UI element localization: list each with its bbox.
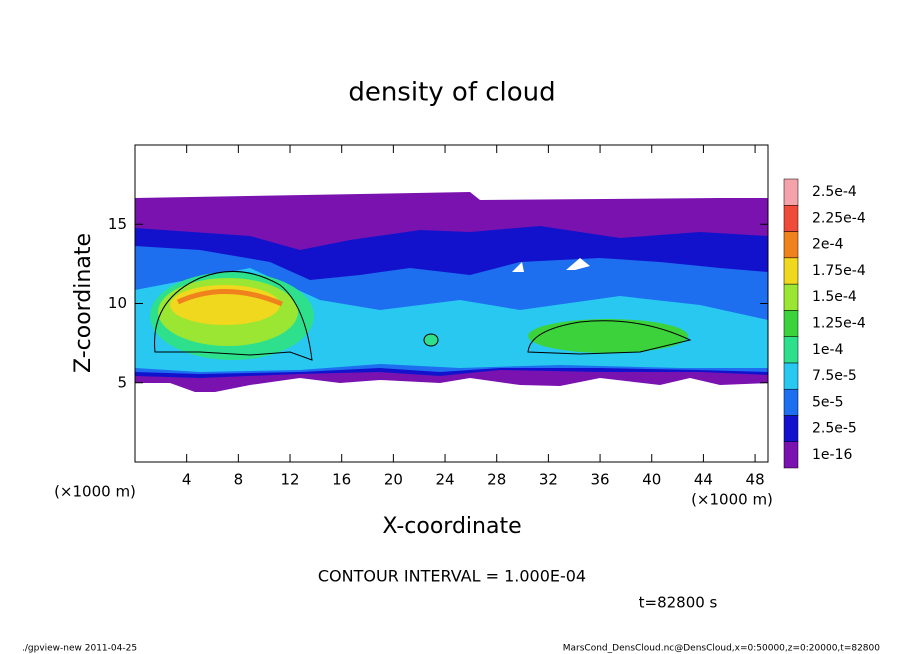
x-tick-label: 40 (642, 471, 661, 489)
x-tick-label: 12 (280, 471, 299, 489)
colorbar-swatch (783, 362, 799, 390)
y-tick-label: 15 (108, 215, 127, 233)
contour-right (527, 320, 692, 355)
colorbar-label: 1.5e-4 (812, 289, 857, 305)
colorbar-label: 2e-4 (812, 237, 844, 253)
colorbar-label: 2.5e-5 (812, 421, 857, 437)
colorbar-label: 1.75e-4 (812, 263, 866, 279)
x-unit-label: (×1000 m) (691, 491, 773, 509)
chart-title: density of cloud (348, 78, 555, 108)
colorbar-label: 7.5e-5 (812, 368, 857, 384)
x-tick-label: 36 (591, 471, 610, 489)
colorbar-swatch (783, 178, 799, 206)
colorbar-label: 5e-5 (812, 394, 843, 410)
colorbar-label: 1e-16 (812, 447, 852, 463)
x-tick-label: 32 (539, 471, 558, 489)
colorbar-swatch (783, 441, 799, 469)
x-tick-label: 16 (332, 471, 351, 489)
time-label: t=82800 s (639, 594, 718, 612)
x-tick-label: 8 (234, 471, 244, 489)
contour-interval: CONTOUR INTERVAL = 1.000E-04 (318, 567, 586, 586)
x-tick-label: 20 (384, 471, 403, 489)
field-green-right (528, 319, 688, 353)
field-gap (566, 258, 590, 270)
colorbar-swatch (783, 257, 799, 285)
x-unit-label: (×1000 m) (54, 483, 136, 501)
y-tick-label: 10 (108, 294, 127, 312)
colorbar-label: 2.5e-4 (812, 184, 857, 200)
contour-field (135, 192, 768, 392)
x-tick-label: 4 (182, 471, 192, 489)
y-axis-label: Z-coordinate (71, 233, 96, 373)
colorbar-swatch (783, 310, 799, 337)
field-small-green (423, 333, 439, 347)
colorbar-label: 2.25e-4 (812, 210, 866, 226)
colorbar-swatch (783, 231, 799, 259)
contour-left (154, 270, 313, 361)
field-gap (512, 262, 524, 272)
colorbar-swatch (783, 205, 799, 232)
colorbar-swatch (783, 388, 799, 416)
x-tick-label: 44 (694, 471, 713, 489)
footer-left: ./gpview-new 2011-04-25 (22, 644, 137, 654)
x-tick-label: 28 (487, 471, 506, 489)
x-tick-label: 48 (746, 471, 765, 489)
colorbar-swatch (783, 415, 799, 442)
colorbar-label: 1e-4 (812, 342, 844, 358)
footer-right: MarsCond_DensCloud.nc@DensCloud,x=0:5000… (563, 644, 880, 654)
y-tick-label: 5 (117, 373, 127, 391)
field-orange-left (176, 289, 283, 307)
colorbar-swatch (783, 336, 799, 364)
x-tick-label: 24 (435, 471, 454, 489)
colorbar-label: 1.25e-4 (812, 316, 866, 332)
x-axis-label: X-coordinate (382, 514, 521, 539)
colorbar-swatch (783, 283, 799, 311)
